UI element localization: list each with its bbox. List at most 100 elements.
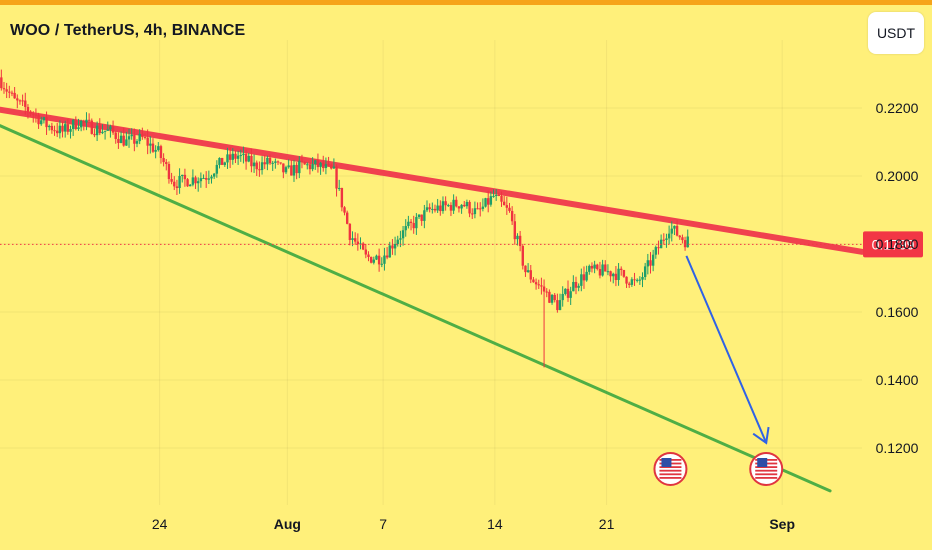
candle [412, 215, 415, 234]
candle [210, 174, 213, 184]
candle-body [56, 130, 59, 134]
candle [401, 226, 405, 246]
candle [215, 160, 219, 178]
candle [391, 239, 394, 255]
candle [284, 165, 288, 175]
candle [165, 159, 168, 171]
currency-unit-button[interactable]: USDT [868, 12, 924, 54]
candle [162, 153, 165, 167]
candle [447, 203, 450, 208]
candle [37, 112, 40, 129]
candle [170, 172, 173, 185]
candle-body [8, 91, 11, 93]
us-flag-event-icon[interactable] [653, 452, 688, 486]
candle [606, 264, 610, 276]
candle [149, 136, 152, 154]
candle [242, 146, 245, 164]
candle-body [487, 198, 490, 205]
candle-body [61, 125, 64, 132]
candle-body [582, 274, 586, 281]
candle [492, 189, 495, 198]
candle-body [29, 111, 32, 114]
candle-body [183, 174, 187, 180]
candle-body [26, 106, 30, 112]
candle [98, 118, 101, 136]
candle [109, 124, 112, 138]
candle-body [231, 153, 234, 160]
candle [633, 272, 636, 286]
candle [686, 229, 689, 248]
candle [311, 157, 314, 172]
candle-body [66, 124, 70, 132]
candle [343, 206, 346, 216]
candle-body [316, 160, 320, 168]
candle-body [170, 179, 173, 182]
x-tick-label: 7 [379, 516, 387, 532]
candle [409, 218, 413, 231]
candle [95, 121, 99, 142]
candle [526, 263, 530, 273]
candle [239, 149, 242, 162]
candle [271, 160, 274, 171]
candle-body [111, 126, 115, 133]
candle-body [63, 124, 67, 132]
candle [604, 260, 607, 272]
candle [580, 268, 583, 292]
us-flag-event-icon[interactable] [749, 452, 784, 486]
resistance-trendline [0, 106, 865, 255]
candle-body [244, 153, 248, 162]
candle [556, 293, 559, 313]
candle-body [484, 198, 487, 207]
candle-body [2, 88, 6, 90]
candle [673, 225, 676, 236]
candle-body [630, 279, 634, 285]
candle [670, 221, 673, 242]
candle-body [452, 199, 455, 211]
candle [385, 247, 389, 260]
candle-body [620, 268, 623, 270]
candle-body [505, 205, 509, 208]
candle [56, 122, 59, 138]
candle-body [502, 201, 506, 206]
candle-body [635, 279, 639, 281]
candle [588, 264, 591, 275]
candle [340, 187, 344, 212]
candle [316, 153, 320, 173]
candle [183, 168, 187, 187]
annotation-layer: 0.1799 [0, 231, 923, 486]
candle-body [234, 153, 237, 159]
candle [383, 247, 386, 271]
candle-body [521, 245, 524, 266]
candle-body [572, 281, 575, 292]
candle-body [401, 230, 405, 239]
candle [455, 196, 458, 208]
candle-body [657, 247, 660, 249]
candle [212, 173, 216, 179]
candle-body [609, 271, 612, 277]
candle [335, 164, 338, 197]
candle-body [157, 146, 160, 150]
candle-body [220, 157, 224, 165]
candle [473, 201, 477, 219]
candle [630, 277, 634, 287]
candle [635, 278, 639, 283]
candle-body [455, 199, 458, 207]
candle-body [189, 184, 192, 187]
candle [415, 213, 418, 235]
candle-body [431, 208, 434, 210]
candle-body [393, 244, 397, 249]
candle-body [377, 255, 381, 265]
candle-body [428, 207, 431, 210]
candle-body [628, 283, 631, 285]
candle-body [130, 134, 133, 137]
candle-body [369, 256, 373, 263]
candle [590, 262, 594, 273]
candle [247, 152, 250, 163]
candle [58, 120, 62, 139]
candle-body [162, 158, 165, 163]
candle [21, 94, 24, 107]
candle [119, 131, 123, 144]
candle [377, 248, 381, 272]
candle [516, 233, 519, 246]
